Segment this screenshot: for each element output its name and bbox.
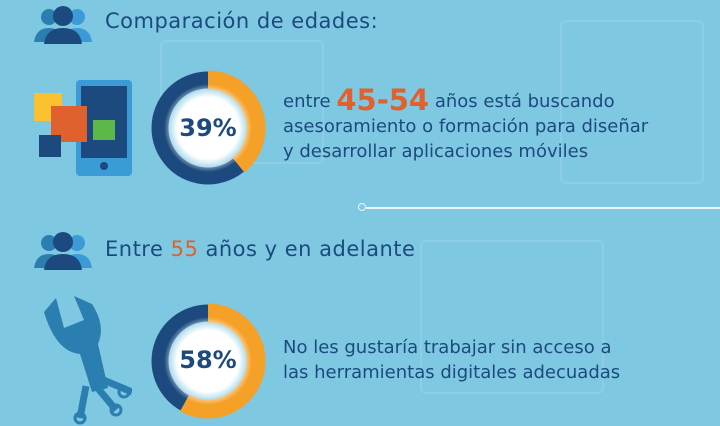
- text: años y en adelante: [198, 237, 416, 261]
- section-title-age-comparison: Comparación de edades:: [105, 9, 379, 33]
- text: las herramientas digitales adecuadas: [283, 362, 621, 383]
- text: Entre: [105, 237, 171, 261]
- text: No les gustaría trabajar sin acceso a: [283, 337, 612, 358]
- people-group-icon: [34, 6, 92, 44]
- donut-chart-39: [150, 70, 266, 186]
- percent-label: 58%: [179, 346, 237, 374]
- people-group-icon: [34, 232, 92, 270]
- donut-value-arc: [150, 303, 266, 419]
- percent-label: 39%: [179, 114, 237, 142]
- text: asesoramiento o formación para diseñar: [283, 116, 649, 137]
- age-highlight: 55: [170, 237, 199, 261]
- age-range-highlight: 45-54: [336, 83, 430, 117]
- text: años está buscando: [429, 91, 615, 112]
- background-decoration: [560, 20, 704, 184]
- wrench-circuit-icon: [44, 296, 132, 425]
- text: entre: [283, 91, 337, 112]
- divider-node: [358, 203, 366, 211]
- text: y desarrollar aplicaciones móviles: [283, 141, 589, 162]
- donut-value-arc: [150, 70, 266, 186]
- mobile-apps-icon: [34, 80, 132, 176]
- section2-description: No les gustaría trabajar sin acceso a la…: [283, 335, 620, 385]
- background-decoration: [420, 240, 604, 394]
- donut-chart-58: [150, 303, 266, 419]
- section1-description: entre 45-54 años está buscando asesorami…: [283, 86, 649, 164]
- divider: [366, 207, 720, 209]
- section-title-55-plus: Entre 55 años y en adelante: [105, 237, 415, 261]
